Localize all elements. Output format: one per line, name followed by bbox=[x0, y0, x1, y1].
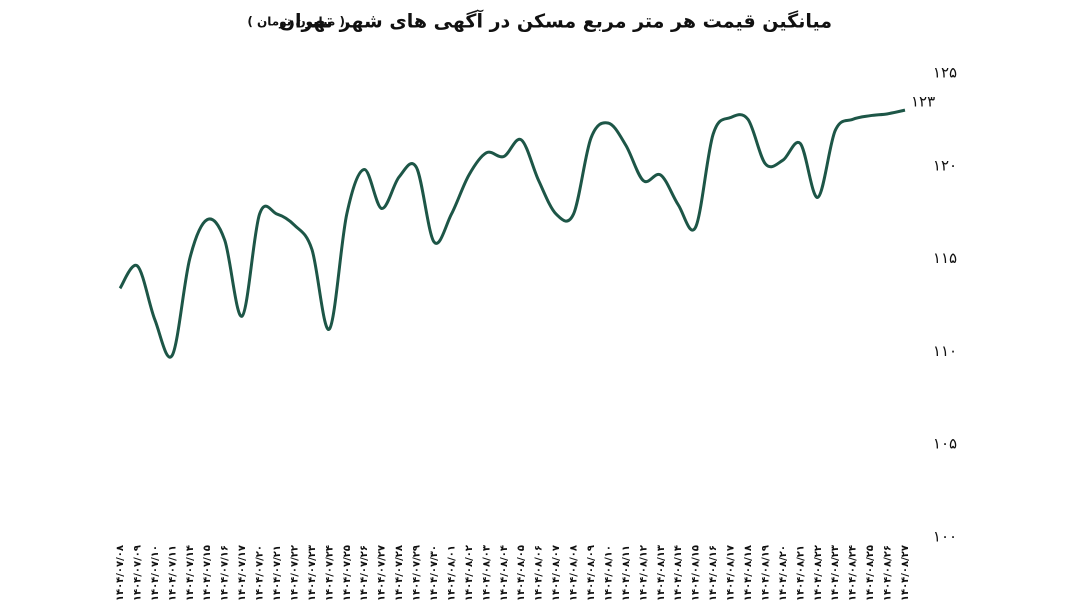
x-tick-label: ۱۴۰۴/۰۸/۲۴ bbox=[848, 545, 859, 601]
x-tick-label: ۱۴۰۴/۰۷/۱۷ bbox=[237, 545, 248, 601]
x-tick-label: ۱۴۰۴/۰۷/۲۰ bbox=[255, 545, 266, 601]
x-tick-label: ۱۴۰۴/۰۷/۲۳ bbox=[307, 545, 318, 601]
x-tick-label: ۱۴۰۴/۰۸/۰۲ bbox=[464, 545, 475, 601]
data-line bbox=[118, 108, 906, 359]
y-tick-label: ۱۲۰ bbox=[933, 156, 957, 174]
y-tick-label: ۱۰۰ bbox=[933, 528, 957, 546]
x-tick-label: ۱۴۰۴/۰۷/۲۶ bbox=[359, 545, 370, 601]
x-tick-label: ۱۴۰۴/۰۸/۱۹ bbox=[760, 545, 771, 601]
y-tick-label: ۱۲۵ bbox=[933, 64, 957, 82]
x-tick-label: ۱۴۰۴/۰۸/۰۴ bbox=[499, 545, 510, 601]
x-tick-label: ۱۴۰۴/۰۸/۱۷ bbox=[726, 545, 737, 601]
x-tick-label: ۱۴۰۴/۰۸/۱۳ bbox=[656, 545, 667, 601]
x-tick-label: ۱۴۰۴/۰۸/۲۱ bbox=[795, 545, 806, 601]
x-tick-label: ۱۴۰۴/۰۸/۰۶ bbox=[534, 545, 545, 601]
x-tick-label: ۱۴۰۴/۰۷/۱۴ bbox=[185, 545, 196, 601]
y-tick-label: ۱۱۵ bbox=[933, 249, 957, 267]
x-tick-label: ۱۴۰۴/۰۷/۱۶ bbox=[220, 545, 231, 601]
x-tick-label: ۱۴۰۴/۰۸/۲۷ bbox=[900, 545, 911, 601]
x-tick-label: ۱۴۰۴/۰۷/۲۱ bbox=[272, 545, 283, 601]
x-tick-label: ۱۴۰۴/۰۸/۰۳ bbox=[481, 545, 492, 601]
y-tick-label: ۱۰۵ bbox=[933, 435, 957, 453]
x-tick-label: ۱۴۰۴/۰۷/۲۹ bbox=[412, 545, 423, 601]
x-tick-label: ۱۴۰۴/۰۸/۰۸ bbox=[569, 545, 580, 601]
chart-title: میانگین قیمت هر متر مربع مسکن در آگهی ها… bbox=[279, 9, 832, 33]
x-tick-label: ۱۴۰۴/۰۸/۲۲ bbox=[813, 545, 824, 601]
x-tick-label: ۱۴۰۴/۰۸/۲۳ bbox=[830, 545, 841, 601]
x-tick-label: ۱۴۰۴/۰۸/۰۹ bbox=[586, 545, 597, 601]
y-tick-label: ۱۱۰ bbox=[933, 342, 957, 360]
x-tick-label: ۱۴۰۴/۰۷/۲۵ bbox=[342, 545, 353, 601]
x-tick-label: ۱۴۰۴/۰۷/۰۹ bbox=[132, 545, 143, 601]
x-tick-label: ۱۴۰۴/۰۸/۰۵ bbox=[516, 545, 527, 601]
x-tick-label: ۱۴۰۴/۰۷/۲۸ bbox=[394, 545, 405, 601]
x-tick-label: ۱۴۰۴/۰۷/۰۸ bbox=[115, 545, 126, 601]
x-tick-label: ۱۴۰۴/۰۸/۱۰ bbox=[603, 545, 614, 601]
x-tick-label: ۱۴۰۴/۰۷/۲۲ bbox=[289, 545, 300, 601]
x-tick-label: ۱۴۰۴/۰۸/۲۵ bbox=[865, 545, 876, 601]
chart-subtitle: ( میلیون تومان ) bbox=[247, 15, 345, 30]
x-tick-label: ۱۴۰۴/۰۷/۲۴ bbox=[324, 545, 335, 601]
x-tick-label: ۱۴۰۴/۰۷/۳۰ bbox=[429, 545, 440, 601]
x-tick-label: ۱۴۰۴/۰۷/۱۵ bbox=[202, 545, 213, 601]
x-tick-label: ۱۴۰۴/۰۸/۰۱ bbox=[446, 545, 457, 601]
x-tick-label: ۱۴۰۴/۰۸/۲۰ bbox=[778, 545, 789, 601]
x-tick-label: ۱۴۰۴/۰۸/۱۲ bbox=[638, 545, 649, 601]
x-tick-label: ۱۴۰۴/۰۸/۱۸ bbox=[743, 545, 754, 601]
x-tick-label: ۱۴۰۴/۰۷/۱۰ bbox=[150, 545, 161, 601]
x-tick-label: ۱۴۰۴/۰۸/۱۱ bbox=[621, 545, 632, 601]
x-tick-label: ۱۴۰۴/۰۸/۲۶ bbox=[883, 545, 894, 601]
x-tick-label: ۱۴۰۴/۰۸/۱۴ bbox=[673, 545, 684, 601]
x-tick-label: ۱۴۰۴/۰۷/۱۱ bbox=[167, 545, 178, 601]
value-label: ۱۲۳ bbox=[911, 93, 935, 111]
x-tick-label: ۱۴۰۴/۰۷/۲۷ bbox=[377, 545, 388, 601]
x-tick-label: ۱۴۰۴/۰۸/۰۷ bbox=[551, 545, 562, 601]
x-tick-label: ۱۴۰۴/۰۸/۱۵ bbox=[691, 545, 702, 601]
x-tick-label: ۱۴۰۴/۰۸/۱۶ bbox=[708, 545, 719, 601]
